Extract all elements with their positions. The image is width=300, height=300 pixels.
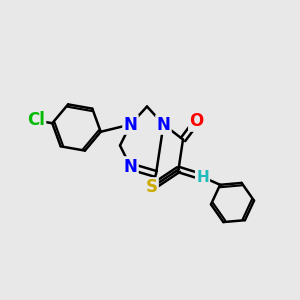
Text: O: O xyxy=(189,112,204,130)
Text: H: H xyxy=(196,169,209,184)
Text: N: N xyxy=(124,116,137,134)
Text: S: S xyxy=(146,178,158,196)
Text: Cl: Cl xyxy=(27,111,45,129)
Text: N: N xyxy=(124,158,137,175)
Text: N: N xyxy=(157,116,170,134)
